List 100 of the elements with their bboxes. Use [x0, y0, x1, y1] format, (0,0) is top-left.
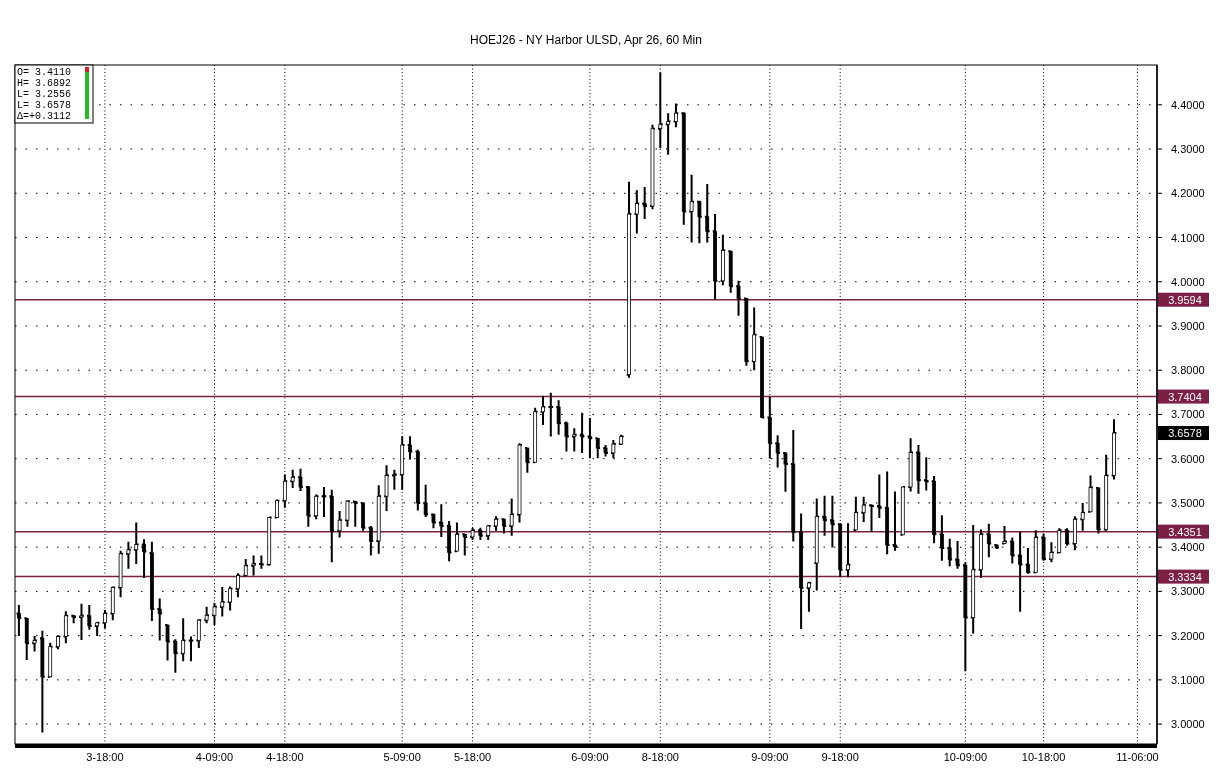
candlestick — [1096, 486, 1101, 535]
candlestick — [486, 524, 491, 542]
candlestick — [118, 549, 123, 599]
candlestick — [439, 503, 444, 538]
candlestick — [24, 617, 29, 661]
candlestick — [314, 493, 319, 521]
candlestick — [611, 439, 616, 460]
x-tick-label: 5-09:00 — [383, 751, 421, 763]
candlestick — [243, 558, 248, 577]
candlestick — [196, 618, 201, 650]
candlestick — [885, 470, 890, 556]
candlestick — [1010, 536, 1015, 565]
candlestick — [517, 442, 522, 524]
candlestick — [791, 428, 796, 543]
annotation: L= 3.6578 — [17, 100, 72, 111]
x-tick-label: 9-09:00 — [751, 751, 789, 763]
candlestick — [619, 433, 624, 446]
x-tick-label: 5-18:00 — [453, 751, 492, 763]
ref-line-label: 3.3334 — [1168, 570, 1202, 583]
y-tick-label: 4.2000 — [1171, 187, 1205, 200]
candlestick — [134, 521, 139, 565]
candlestick — [900, 486, 905, 536]
x-tick-label: 6-09:00 — [571, 751, 609, 763]
ref-line-label: 3.7404 — [1168, 390, 1202, 403]
x-tick-label: 8-18:00 — [641, 751, 679, 763]
x-tick-label: 4-09:00 — [195, 751, 234, 763]
y-tick-label: 3.0000 — [1171, 718, 1205, 731]
candlestick — [376, 484, 381, 555]
text: 3.6578 — [1168, 427, 1202, 440]
candlestick — [807, 580, 811, 613]
y-tick-label: 3.3000 — [1171, 585, 1205, 598]
candlestick — [298, 467, 303, 492]
candlestick — [48, 641, 53, 678]
annotation: H= 3.6892 — [17, 78, 72, 89]
candlestick — [744, 297, 749, 367]
candlestick — [431, 512, 436, 530]
candlestick — [250, 554, 257, 577]
candlestick — [290, 468, 295, 489]
y-tick-label: 3.9000 — [1171, 319, 1205, 332]
ref-line-label: 3.9594 — [1168, 293, 1202, 306]
candlestick — [31, 635, 38, 653]
candlestick — [384, 464, 389, 512]
chart-title: HOEJ26 - NY Harbor ULSD, Apr 26, 60 Min — [470, 33, 702, 47]
candlestick — [337, 509, 342, 539]
x-tick-label: 10-18:00 — [1021, 751, 1066, 763]
candlestick — [986, 522, 991, 559]
candlestick — [697, 199, 702, 245]
ref-line-label: 3.4351 — [1168, 525, 1202, 538]
candlestick — [853, 495, 858, 531]
y-tick-label: 3.6000 — [1171, 452, 1205, 465]
candlestick — [908, 437, 913, 493]
x-tick-label: 11-06:00 — [1116, 751, 1159, 763]
candlestick — [728, 250, 733, 294]
y-tick-label: 3.4000 — [1171, 541, 1205, 554]
candlestick — [494, 515, 498, 532]
y-tick-label: 4.4000 — [1171, 98, 1205, 111]
candlestick — [603, 443, 608, 458]
y-tick-label: 4.0000 — [1171, 275, 1205, 288]
x-tick-label: 9-18:00 — [821, 751, 859, 763]
candlestick — [391, 468, 398, 491]
candlestick — [916, 443, 921, 495]
y-tick-label: 3.8000 — [1171, 364, 1205, 377]
candlestick — [979, 528, 983, 579]
candlestick — [1033, 529, 1038, 574]
candlestick — [282, 473, 287, 509]
candlestick — [87, 604, 92, 631]
candlestick — [455, 521, 459, 553]
candlestick — [564, 420, 569, 453]
x-tick-label: 4-18:00 — [266, 751, 304, 763]
candlestick — [40, 629, 45, 734]
candlestick — [868, 503, 875, 534]
candlestick — [275, 498, 279, 519]
candlestick — [478, 526, 483, 542]
annotation: L= 3.2556 — [17, 89, 72, 100]
candlestick — [423, 483, 428, 519]
candlestick — [267, 516, 272, 567]
candlestick — [775, 434, 780, 469]
candlestick — [1080, 501, 1085, 532]
y-tick-label: 4.1000 — [1171, 231, 1205, 244]
candlestick — [258, 554, 265, 570]
annotation: O= 3.4110 — [17, 67, 72, 78]
x-tick-label: 10-09:00 — [943, 751, 988, 763]
x-tick-label: 3-18:00 — [86, 751, 124, 763]
candlestick — [689, 173, 694, 244]
y-tick-label: 3.1000 — [1171, 673, 1205, 686]
y-tick-label: 3.5000 — [1171, 496, 1205, 509]
candlestick — [838, 522, 843, 579]
candlestick — [993, 543, 1000, 550]
candlestick — [173, 638, 178, 674]
candlestick — [595, 437, 600, 460]
y-tick-label: 3.7000 — [1171, 408, 1205, 421]
y-tick-label: 3.2000 — [1171, 629, 1205, 642]
candlestick — [126, 540, 131, 570]
candlestick — [822, 494, 827, 537]
candlestick — [1112, 418, 1116, 481]
y-tick-label: 4.3000 — [1171, 143, 1205, 156]
candlestick — [220, 585, 225, 618]
candlestick — [501, 517, 506, 535]
candlestick — [1001, 524, 1008, 545]
candlestick — [533, 406, 538, 464]
